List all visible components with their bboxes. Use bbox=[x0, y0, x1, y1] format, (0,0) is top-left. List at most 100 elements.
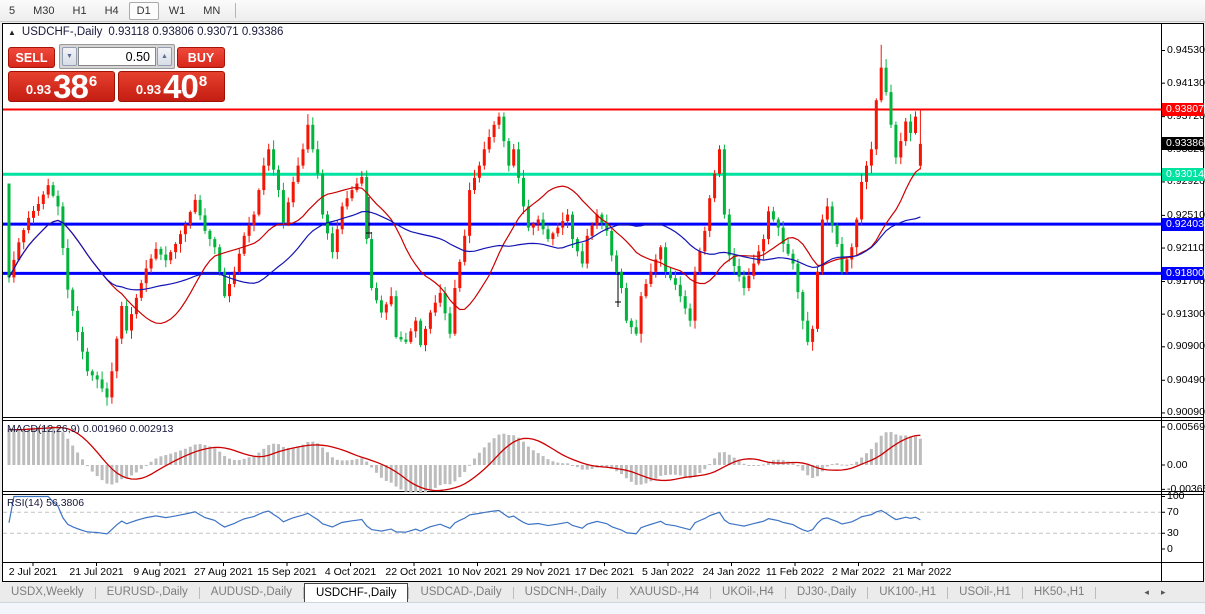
timeframe-m30[interactable]: M30 bbox=[33, 4, 55, 17]
tab-separator bbox=[1021, 586, 1023, 599]
tab-ukoil-h4[interactable]: UKOil-,H4 bbox=[722, 586, 774, 598]
tab-xauusd-h4[interactable]: XAUUSD-,H4 bbox=[629, 586, 700, 598]
vertical-mark-objects[interactable] bbox=[366, 197, 621, 307]
date-axis-label: 21 Mar 2022 bbox=[892, 566, 952, 578]
date-axis-label: 2 Mar 2022 bbox=[831, 566, 886, 578]
date-axis-label: 9 Aug 2021 bbox=[133, 566, 187, 578]
tab-uk100-h1[interactable]: UK100-,H1 bbox=[879, 586, 937, 598]
sell-button[interactable]: SELL bbox=[8, 47, 55, 68]
tab-separator bbox=[512, 586, 514, 599]
tab-hk50-h1[interactable]: HK50-,H1 bbox=[1033, 586, 1085, 598]
price-axis-tick: 0.94530 bbox=[1167, 44, 1205, 56]
fast-ma-line bbox=[8, 167, 921, 325]
status-bar bbox=[0, 602, 1205, 614]
volume-spinner: ▼ 0.50 ▲ bbox=[59, 44, 175, 69]
collapse-triangle-icon[interactable]: ▲ bbox=[8, 27, 16, 37]
symbol-tabs-bar: USDX,Weekly EURUSD-,Daily AUDUSD-,Daily USD… bbox=[0, 583, 1205, 602]
tab-dj30-daily[interactable]: DJ30-,Daily bbox=[796, 586, 857, 598]
date-axis-label: 21 Jul 2021 bbox=[69, 566, 124, 578]
tab-audusd-daily[interactable]: AUDUSD-,Daily bbox=[210, 586, 292, 598]
slow-ma-line bbox=[8, 210, 921, 291]
rsi-line bbox=[8, 495, 921, 535]
date-axis-label: 27 Aug 2021 bbox=[194, 566, 253, 578]
price-axis-tick: 0.90490 bbox=[1167, 373, 1205, 386]
tab-scroll-arrows: ◂ ▸ bbox=[1144, 587, 1165, 598]
buy-price-main: 40 bbox=[163, 67, 199, 105]
rsi-axis-label: 0 bbox=[1167, 542, 1173, 555]
date-axis-label: 2 Jul 2021 bbox=[8, 566, 58, 578]
current-price-badge: 0.93386 bbox=[1162, 137, 1204, 151]
timeframe-toolbar: 5 M30 H1 H4 D1 W1 MN bbox=[0, 0, 1205, 22]
tab-separator bbox=[867, 586, 869, 599]
timeframe-h1[interactable]: H1 bbox=[72, 4, 87, 17]
axis-tick-marks bbox=[32, 50, 1165, 566]
price-axis-tick: 0.93720 bbox=[1167, 110, 1205, 123]
chart-ohlc-values: 0.93118 0.93806 0.93071 0.93386 bbox=[108, 26, 284, 38]
toolbar-separator bbox=[235, 3, 237, 18]
price-axis-tick: 0.92110 bbox=[1167, 241, 1205, 254]
tab-usdcnh-daily[interactable]: USDCNH-,Daily bbox=[524, 586, 607, 598]
volume-decrease-icon[interactable]: ▼ bbox=[62, 47, 77, 66]
volume-increase-icon[interactable]: ▲ bbox=[157, 47, 172, 66]
date-axis-label: 15 Sep 2021 bbox=[257, 566, 317, 578]
price-level-badge: 0.91800 bbox=[1162, 266, 1204, 280]
tab-separator bbox=[198, 586, 200, 599]
buy-price-pipette: 8 bbox=[198, 73, 208, 90]
date-axis-label: 29 Nov 2021 bbox=[511, 566, 571, 578]
candlesticks bbox=[7, 44, 922, 406]
price-level-badge: 0.92403 bbox=[1162, 217, 1204, 231]
tab-eurusd-daily[interactable]: EURUSD-,Daily bbox=[106, 586, 188, 598]
horizontal-level-lines[interactable] bbox=[3, 108, 1161, 275]
tab-usdcad-daily[interactable]: USDCAD-,Daily bbox=[420, 586, 502, 598]
date-axis-label: 10 Nov 2021 bbox=[447, 566, 508, 578]
sell-price-pipette: 6 bbox=[88, 73, 98, 90]
buy-price-box[interactable]: 0.93 40 8 bbox=[118, 67, 225, 105]
tab-separator bbox=[784, 586, 786, 599]
tab-scroll-left-icon[interactable]: ◂ bbox=[1144, 587, 1149, 597]
date-axis-label: 4 Oct 2021 bbox=[324, 566, 377, 578]
price-level-badge: 0.93014 bbox=[1162, 167, 1204, 181]
tab-usoil-h1[interactable]: USOil-,H1 bbox=[959, 586, 1011, 598]
rsi-label: RSI(14) 56.3806 bbox=[7, 497, 85, 509]
price-level-badge: 0.93807 bbox=[1162, 103, 1204, 117]
tab-separator bbox=[1095, 586, 1097, 599]
macd-signal-line bbox=[8, 426, 921, 492]
sell-price-main: 38 bbox=[53, 67, 89, 105]
tab-separator bbox=[94, 586, 96, 599]
timeframe-h4[interactable]: H4 bbox=[104, 4, 119, 17]
price-axis-tick: 0.90900 bbox=[1167, 340, 1205, 353]
buy-button[interactable]: BUY bbox=[177, 47, 225, 68]
tab-usdchf-daily[interactable]: USDCHF-,Daily bbox=[303, 583, 409, 602]
date-axis-label: 11 Feb 2022 bbox=[765, 566, 825, 578]
timeframe-w1[interactable]: W1 bbox=[168, 4, 186, 17]
timeframe-mn[interactable]: MN bbox=[203, 4, 221, 17]
price-axis-tick: 0.92510 bbox=[1167, 208, 1205, 221]
price-axis-tick: 0.92920 bbox=[1167, 175, 1205, 188]
tab-separator bbox=[947, 586, 949, 599]
date-axis-label: 24 Jan 2022 bbox=[702, 566, 761, 578]
date-axis-label: 22 Oct 2021 bbox=[385, 566, 443, 578]
macd-label: MACD(12,26,9) 0.001960 0.002913 bbox=[7, 423, 174, 435]
sell-price-box[interactable]: 0.93 38 6 bbox=[8, 67, 115, 105]
rsi-axis-label: 100 bbox=[1167, 490, 1185, 502]
pane-borders bbox=[2, 23, 1204, 582]
tab-scroll-right-icon[interactable]: ▸ bbox=[1160, 587, 1166, 597]
tab-usdx-weekly[interactable]: USDX,Weekly bbox=[11, 586, 84, 598]
macd-axis-label: -0.00365 bbox=[1167, 482, 1205, 495]
chart-plot-area bbox=[2, 23, 1204, 582]
tab-separator bbox=[408, 586, 410, 599]
sell-price-prefix: 0.93 bbox=[25, 82, 52, 97]
price-axis-tick: 0.90090 bbox=[1167, 406, 1205, 419]
date-axis-label: 17 Dec 2021 bbox=[574, 566, 635, 578]
timeframe-d1[interactable]: D1 bbox=[128, 1, 159, 20]
price-axis-tick: 0.94130 bbox=[1167, 76, 1205, 89]
rsi-value: 56.3806 bbox=[46, 497, 85, 509]
timeframe-5[interactable]: 5 bbox=[9, 4, 16, 17]
volume-input[interactable]: 0.50 bbox=[78, 47, 156, 66]
buy-price-prefix: 0.93 bbox=[135, 82, 162, 97]
chart-header: ▲ USDCHF-,Daily 0.93118 0.93806 0.93071 … bbox=[8, 26, 283, 38]
rsi-axis-label: 30 bbox=[1167, 526, 1179, 539]
rsi-axis-label: 70 bbox=[1167, 505, 1179, 518]
